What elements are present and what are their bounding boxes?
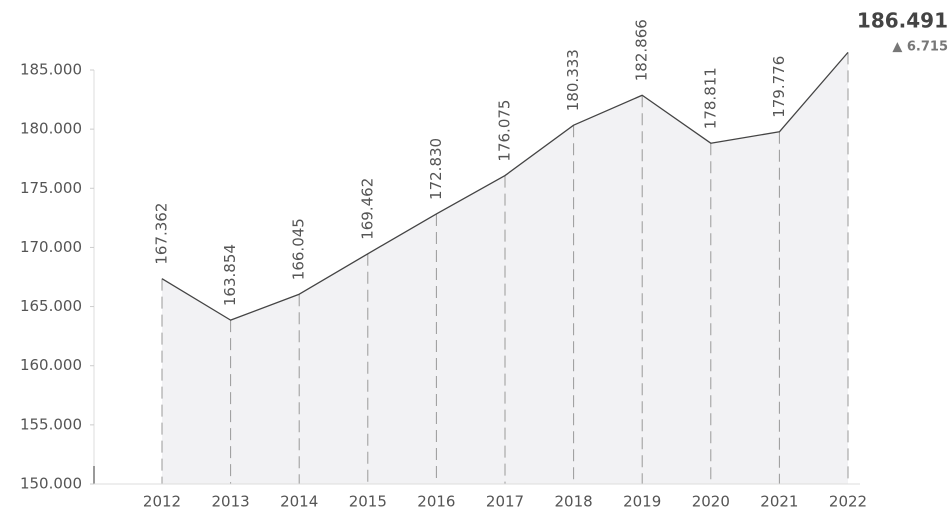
x-tick-label: 2021 xyxy=(760,493,798,511)
x-tick-label: 2015 xyxy=(349,493,387,511)
y-tick-label: 175.000 xyxy=(20,179,82,197)
y-tick-label: 150.000 xyxy=(20,475,82,493)
x-tick-label: 2018 xyxy=(555,493,593,511)
latest-value: 186.491 xyxy=(857,9,948,33)
x-tick-label: 2020 xyxy=(692,493,730,511)
value-label: 172.830 xyxy=(427,138,445,200)
value-label: 169.462 xyxy=(358,178,376,240)
y-tick-label: 160.000 xyxy=(20,356,82,374)
x-tick-label: 2013 xyxy=(212,493,250,511)
value-label: 178.811 xyxy=(701,67,719,129)
value-label: 166.045 xyxy=(290,218,308,280)
x-tick-label: 2014 xyxy=(280,493,318,511)
value-label: 167.362 xyxy=(153,203,171,265)
y-tick-label: 180.000 xyxy=(20,120,82,138)
x-tick-label: 2019 xyxy=(623,493,661,511)
x-tick-label: 2016 xyxy=(417,493,455,511)
value-label: 176.075 xyxy=(496,100,514,162)
value-label: 179.776 xyxy=(770,56,788,118)
x-tick-label: 2012 xyxy=(143,493,181,511)
x-tick-label: 2022 xyxy=(829,493,867,511)
line xyxy=(161,51,849,321)
y-tick-label: 165.000 xyxy=(20,297,82,315)
value-label: 180.333 xyxy=(564,49,582,111)
y-tick-label: 155.000 xyxy=(20,415,82,433)
x-tick-label: 2017 xyxy=(486,493,524,511)
change-annotation: ▲ 6.715 xyxy=(892,40,948,55)
value-label: 163.854 xyxy=(221,244,239,306)
value-label: 182.866 xyxy=(633,19,651,81)
y-tick-label: 185.000 xyxy=(20,61,82,79)
y-tick-label: 170.000 xyxy=(20,238,82,256)
